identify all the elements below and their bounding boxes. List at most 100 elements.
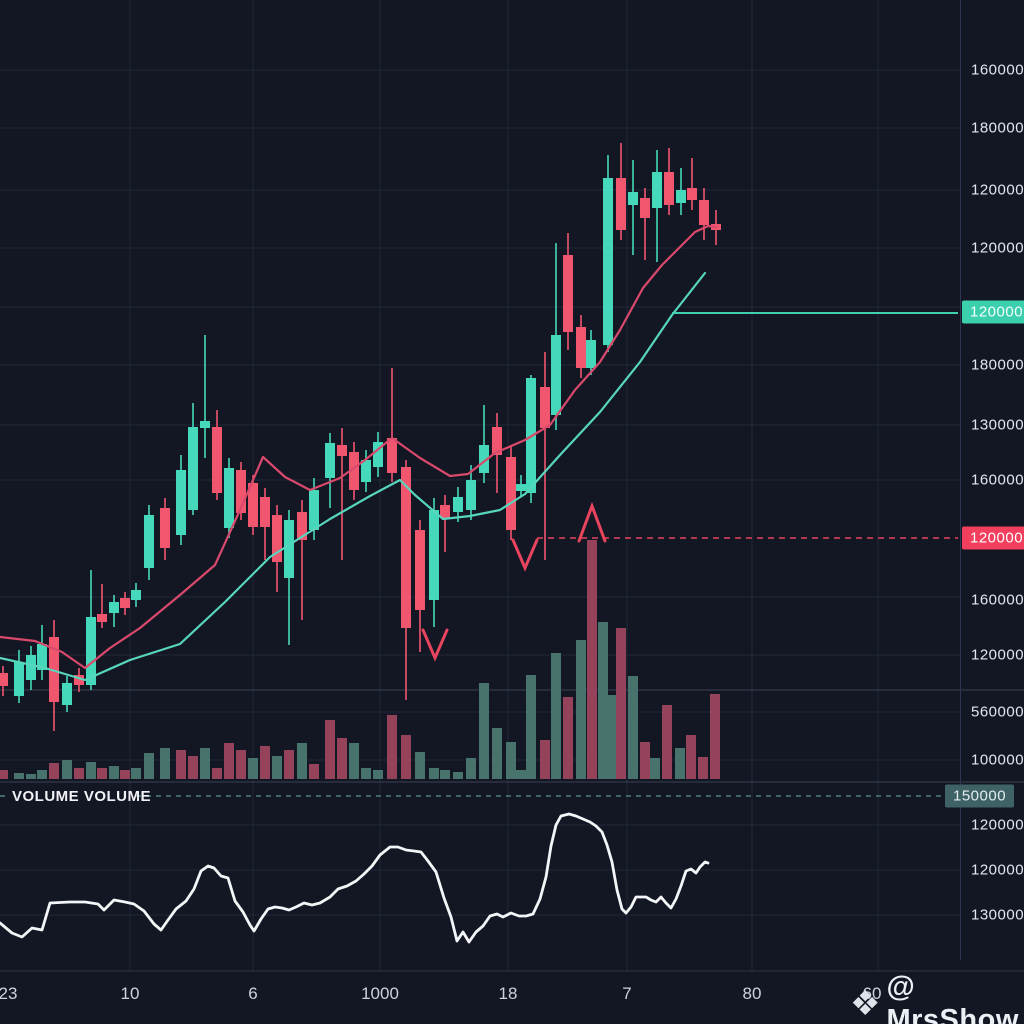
volume-bar [86,762,96,779]
volume-bar [453,772,463,779]
time-axis-label: 1000 [361,984,399,1003]
volume-bar [506,742,516,779]
ma-fast-pink [0,224,718,670]
volume-bar [640,742,650,779]
volume-bar [236,750,246,779]
volume-bar [650,758,660,779]
price-axis-label: 160000 [971,61,1024,79]
time-axis-label: 6 [248,984,258,1003]
volume-bar [662,705,672,779]
time-axis-label: 60 [862,984,882,1003]
candle-body [699,200,709,225]
volume-bar [309,764,319,779]
white-oscillator [0,812,710,944]
volume-bar [97,768,107,779]
volume-bar [479,683,489,779]
volume-bar [686,735,696,779]
volume-bar [710,694,720,779]
volume-bar [616,628,626,779]
volume-bar [415,752,425,779]
price-axis-label: 120000 [971,239,1024,257]
volume-bar [675,748,685,779]
volume-bar [37,770,47,779]
candle-body [309,490,319,530]
candle-body [248,483,258,527]
volume-bar [349,743,359,779]
candle-body [616,178,626,230]
time-axis-label: 7 [622,984,632,1003]
candle-body [176,470,186,535]
candle-body [664,172,674,205]
volume-bar [284,750,294,779]
volume-bar [516,770,526,779]
candle-body [0,673,8,686]
candle-body [676,190,686,203]
candle-body [212,427,222,493]
candle-body [640,198,650,218]
volume-bar [297,743,307,779]
volume-bar [188,756,198,779]
candle-body [272,515,282,562]
volume-bar [62,760,72,779]
candle-body [86,617,96,685]
volume-bar [200,748,210,779]
volume-bar [144,753,154,779]
price-axis-label: 160000 [971,471,1024,489]
candle-body [26,655,36,680]
candle-body [628,192,638,205]
candle-body [429,510,439,600]
volume-bar [109,766,119,779]
candle-body [297,512,307,540]
candle-body [260,497,270,527]
candle-body [109,602,119,613]
volume-bar [587,540,597,779]
candle-body [14,662,24,696]
candle-body [37,644,47,670]
volume-bar [551,653,561,779]
candle-body [586,340,596,368]
volume-bar [698,757,708,779]
ma-slow-teal [0,271,707,682]
candle-body [188,427,198,510]
time-axis[interactable]: 23 10 6 1000 18 7 80 60 [0,960,1024,1024]
candle-body [506,457,516,530]
volume-bar [540,740,550,779]
volume-bar [373,770,383,779]
volume-bar [120,770,130,779]
candle-body [62,683,72,705]
volume-bar [74,768,84,779]
volume-bar [361,768,371,779]
candle-body [325,443,335,478]
volume-bar [607,695,617,779]
candle-body [479,445,489,473]
volume-bar [212,768,222,779]
price-axis-label: 120000 [971,181,1024,199]
volume-bar [325,720,335,779]
volume-bar [337,738,347,779]
volume-pane-label: VOLUME VOLUME [12,788,152,805]
candle-body [361,460,371,482]
volume-bar [176,750,186,779]
time-axis-label: 80 [742,984,762,1003]
brand-diamond-icon: ❖ [850,985,881,1023]
candle-body [74,675,84,685]
candle-body [224,468,234,528]
volume-bar [440,770,450,779]
candle-body [687,188,697,200]
candle-body [349,452,359,490]
arrow-up-marker [577,501,607,543]
volume-bar [628,676,638,779]
volume-bar [387,715,397,779]
price-axis-label: 560000 [971,703,1024,721]
watermark-handle: @ MrsShow [886,971,1019,1024]
candle-body [551,335,561,415]
volume-bar [131,768,141,779]
price-axis[interactable]: 160000 180000 120000 120000 180000 130000 1600… [945,0,1024,960]
volume-bar [224,743,234,779]
volume-bar [160,748,170,779]
price-axis-label: 100000 [971,751,1024,769]
candle-body [200,421,210,428]
candle-body [160,508,170,548]
